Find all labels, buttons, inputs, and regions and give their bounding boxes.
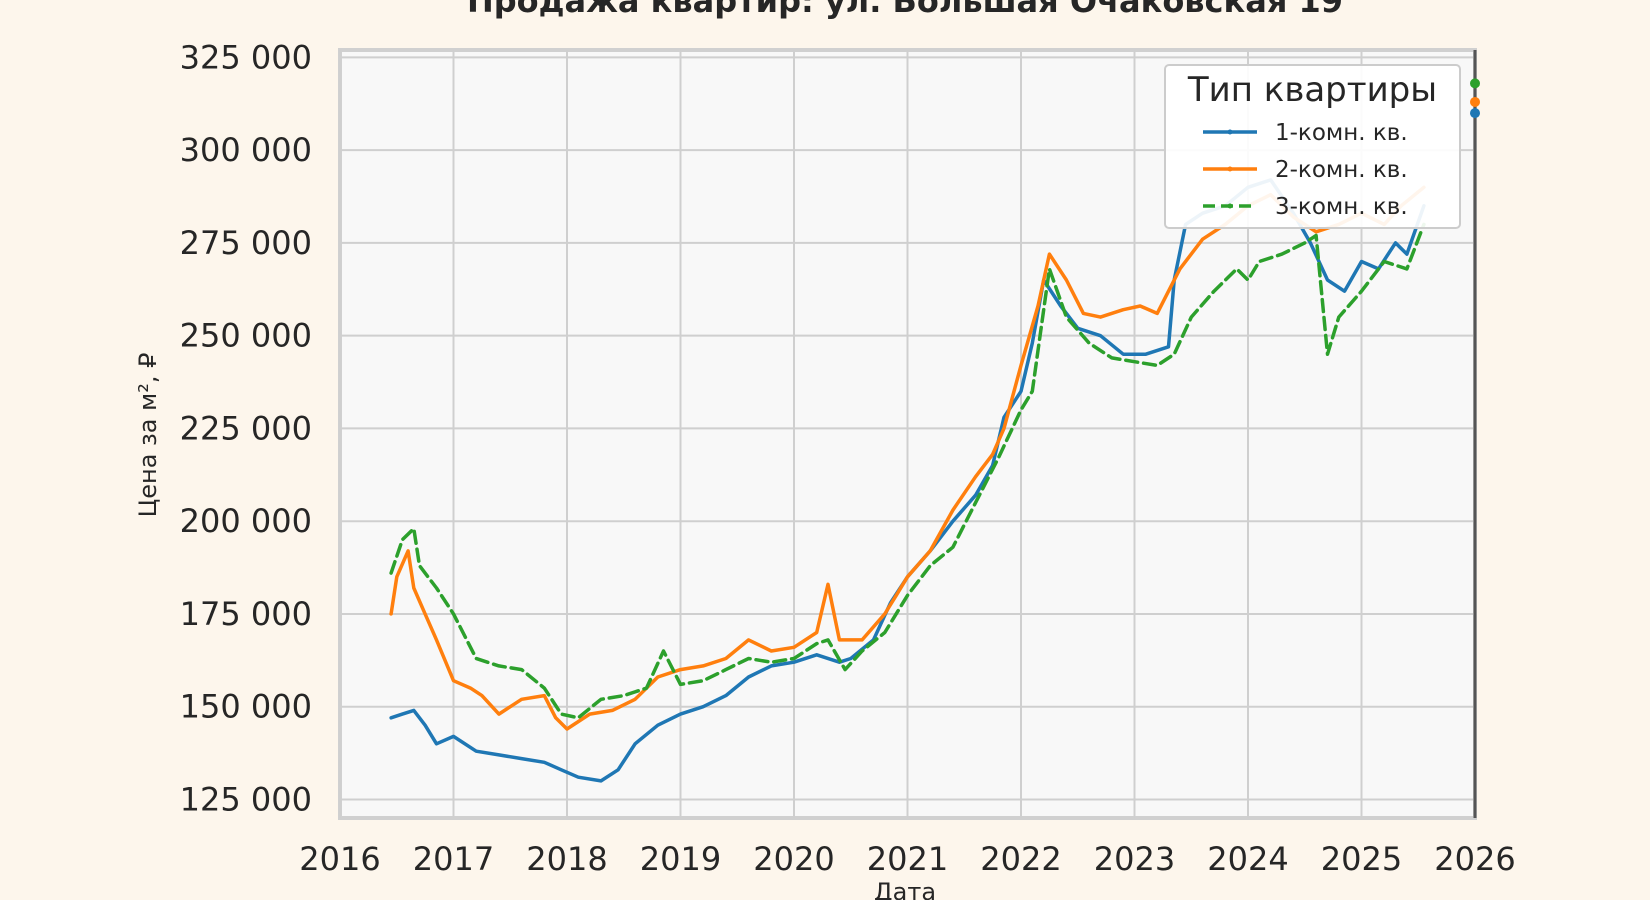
legend-swatch-dot-3 [1227,203,1233,209]
y-tick-label: 275 000 [180,224,312,262]
x-axis-ticks: 2016 2017 2018 2019 2020 2021 2022 2023 2024 2025… [299,840,1515,878]
y-tick-label: 150 000 [180,688,312,726]
x-tick-label: 2022 [980,840,1061,878]
y-tick-label: 325 000 [180,38,312,76]
legend-label-3: 3-комн. кв. [1275,194,1408,220]
chart-title: Продажа квартир: ул. Большая Очаковская … [467,0,1343,20]
legend-box [1164,64,1461,229]
legend-swatch-dot-1 [1227,129,1233,135]
x-tick-label: 2024 [1207,840,1288,878]
x-tick-label: 2019 [640,840,721,878]
y-tick-label: 225 000 [180,409,312,447]
legend-label-2: 2-комн. кв. [1275,157,1408,183]
legend-swatch-dot-2 [1227,166,1233,172]
legend-title: Тип квартиры [1187,70,1437,110]
legend-label-1: 1-комн. кв. [1275,120,1408,146]
y-tick-label: 175 000 [180,595,312,633]
x-tick-label: 2017 [413,840,494,878]
y-axis-ticks: 125 000 150 000 175 000 200 000 225 000 250 0… [180,38,312,818]
end-marker-3 [1470,78,1480,89]
y-tick-label: 200 000 [180,502,312,540]
x-tick-label: 2023 [1094,840,1175,878]
y-tick-label: 250 000 [180,317,312,355]
series-line-2 [389,185,1426,731]
x-tick-label: 2020 [753,840,834,878]
end-marker-2 [1470,96,1480,107]
x-tick-label: 2025 [1321,840,1402,878]
y-tick-label: 125 000 [180,780,312,818]
x-tick-label: 2018 [526,840,607,878]
x-tick-label: 2016 [299,840,380,878]
y-tick-label: 300 000 [180,131,312,169]
series-line-3 [389,222,1426,720]
x-tick-label: 2026 [1434,840,1515,878]
legend: Тип квартиры 1-комн. кв. 2-комн. кв. 3-комн… [1164,64,1461,229]
y-axis-label: Цена за м², ₽ [134,353,162,518]
end-marker-1 [1470,108,1480,119]
x-tick-label: 2021 [867,840,948,878]
x-axis-label: Дата [874,878,936,900]
